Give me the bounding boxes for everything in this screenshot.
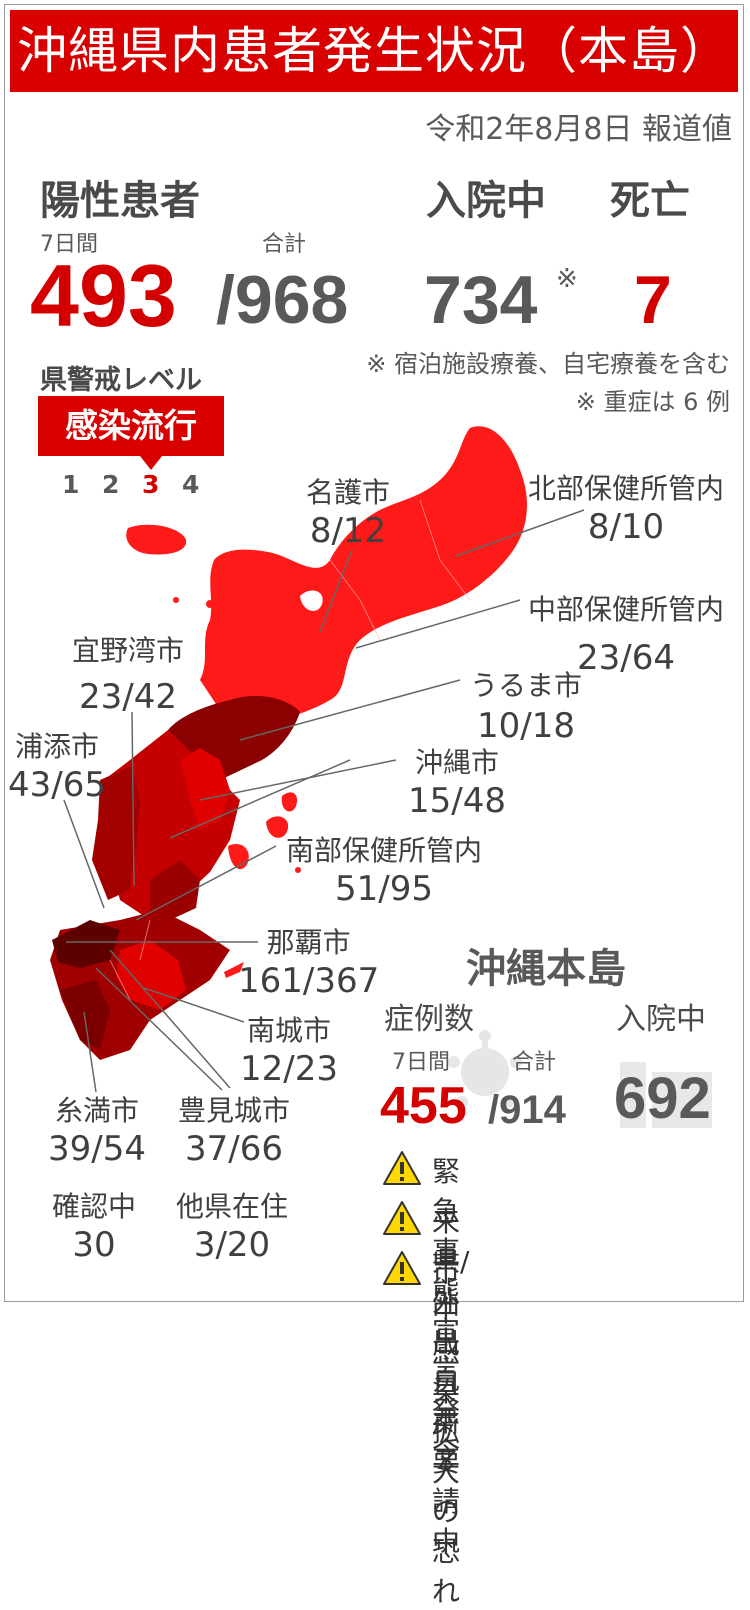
region-nago-value: 8/12 (309, 511, 387, 551)
region-naha-value: 161/367 (238, 961, 380, 1001)
region-other-prefecture: 他県在住 3/20 (176, 1186, 288, 1264)
region-hokubu: 北部保健所管内 8/10 (528, 468, 724, 546)
region-uruma: うるま市 10/18 (470, 664, 582, 746)
region-okinawa-city-value: 15/48 (408, 781, 506, 821)
positive-total-value: /968 (216, 262, 349, 338)
region-nago-name: 名護市 (306, 476, 391, 509)
region-tomigusuku-value: 37/66 (185, 1129, 283, 1169)
positive-heading: 陽性患者 (40, 178, 200, 224)
virus-icon (448, 1030, 522, 1108)
main-island-heading: 沖縄本島 (466, 946, 626, 992)
region-nanjo-value: 12/23 (240, 1049, 338, 1089)
main-island-hospitalized-value: 692 (614, 1066, 711, 1131)
alert-stage-badge: 感染流行 (38, 396, 224, 470)
note-lodging: ※ 宿泊施設療養、自宅療養を含む (366, 350, 730, 378)
region-unconfirmed: 確認中 30 (52, 1186, 136, 1264)
warning-icon (383, 1201, 421, 1235)
region-urasoe-value: 43/65 (8, 765, 106, 805)
alert-heading: 県警戒レベル (40, 365, 202, 396)
region-itoman-value: 39/54 (48, 1129, 146, 1169)
region-urasoe-name: 浦添市 (14, 730, 99, 763)
region-ginowan-name: 宜野湾市 (72, 634, 185, 667)
region-itoman: 糸満市 39/54 (48, 1090, 146, 1168)
region-tomigusuku: 豊見城市 37/66 (178, 1090, 290, 1168)
alert-stage-label: 感染流行 (65, 406, 197, 445)
main-island-hospitalized-label: 入院中 (616, 1002, 706, 1037)
main-island-week-value: 455 (380, 1077, 467, 1135)
region-unconfirmed-value: 30 (72, 1225, 116, 1265)
warning-icon (383, 1251, 421, 1285)
alert-level-2: 2 (102, 470, 120, 499)
region-chubu-name: 中部保健所管内 (528, 593, 725, 626)
region-chubu-value: 23/64 (577, 638, 675, 678)
region-okinawa-city: 沖縄市 15/48 (408, 742, 506, 820)
okinawa-map (50, 426, 585, 1093)
positive-week-value: 493 (30, 246, 177, 345)
region-nanbu-value: 51/95 (335, 869, 433, 909)
region-itoman-name: 糸満市 (54, 1094, 139, 1127)
main-island-week-label: 7日間 (392, 1050, 450, 1075)
region-unconfirmed-name: 確認中 (52, 1190, 137, 1223)
main-island-total-label: 合計 (512, 1050, 557, 1075)
deaths-value: 7 (634, 262, 672, 338)
region-ginowan: 宜野湾市 23/42 (72, 626, 184, 720)
deaths-heading: 死亡 (610, 178, 690, 224)
region-tomigusuku-name: 豊見城市 (178, 1094, 291, 1127)
region-urasoe: 浦添市 43/65 (8, 726, 106, 804)
region-hokubu-name: 北部保健所管内 (528, 472, 725, 505)
warning-community-text: 市中感染拡大の恐れ (432, 1255, 461, 1608)
hospital-icon (620, 1062, 712, 1128)
region-other-prefecture-value: 3/20 (193, 1225, 271, 1265)
region-nanjo: 南城市 12/23 (240, 1010, 338, 1088)
region-nago: 名護市 8/12 (306, 472, 390, 550)
region-nanbu-name: 南部保健所管内 (286, 834, 483, 867)
main-island-cases-label: 症例数 (384, 1002, 474, 1037)
hospitalized-value: 734 (424, 262, 538, 338)
page-title: 沖縄県内患者発生状況（本島） (10, 10, 738, 92)
alert-level-3: 3 (142, 470, 160, 499)
hospitalized-heading: 入院中 (426, 178, 546, 224)
region-ginowan-value: 23/42 (79, 677, 177, 717)
region-okinawa-city-name: 沖縄市 (414, 746, 499, 779)
region-naha: 那覇市 161/367 (238, 922, 379, 1000)
region-uruma-name: うるま市 (470, 669, 583, 702)
region-nanjo-name: 南城市 (246, 1014, 331, 1047)
region-uruma-value: 10/18 (477, 706, 575, 746)
region-chubu: 中部保健所管内 23/64 (528, 584, 724, 682)
warning-icon (383, 1151, 421, 1185)
positive-week-label: 7日間 (40, 232, 98, 257)
region-naha-name: 那覇市 (266, 926, 351, 959)
alert-level-1: 1 (62, 470, 80, 499)
region-other-prefecture-name: 他県在住 (176, 1190, 289, 1223)
hospitalized-mark: ※ (556, 264, 578, 294)
report-date: 令和2年8月8日 報道値 (425, 112, 732, 147)
positive-total-label: 合計 (262, 232, 307, 257)
note-severe: ※ 重症は 6 例 (575, 388, 730, 416)
region-nanbu: 南部保健所管内 51/95 (286, 830, 482, 908)
region-hokubu-value: 8/10 (587, 507, 665, 547)
main-island-total-value: /914 (488, 1088, 566, 1132)
alert-level-4: 4 (182, 470, 200, 499)
